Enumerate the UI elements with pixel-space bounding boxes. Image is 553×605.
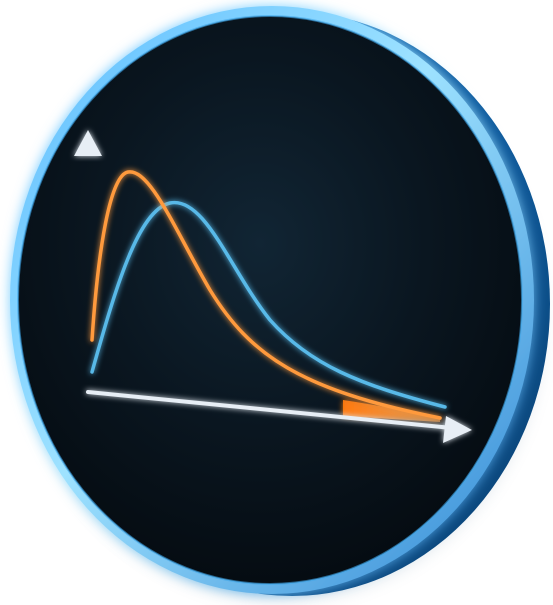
tail-shading xyxy=(343,400,440,422)
distribution-chart xyxy=(74,130,472,443)
blue-distribution-curve xyxy=(90,200,447,409)
disc-inner-rim xyxy=(17,15,523,585)
orange-distribution-curve xyxy=(90,170,442,420)
x-axis xyxy=(86,390,454,430)
arrow-right-icon xyxy=(443,416,472,443)
disc-face xyxy=(18,16,522,584)
arrow-up-icon xyxy=(74,130,102,156)
